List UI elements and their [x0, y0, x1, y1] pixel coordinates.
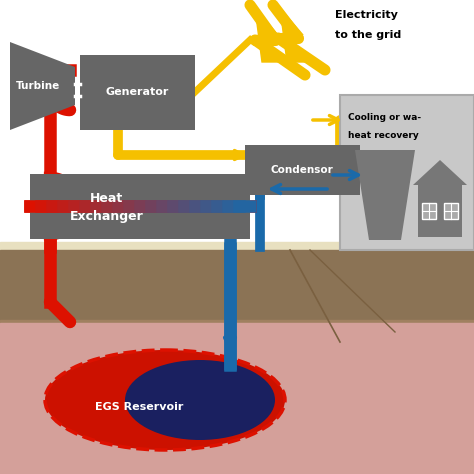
Text: Generator: Generator: [105, 87, 169, 97]
Polygon shape: [10, 42, 75, 130]
Bar: [0, 320, 474, 323]
Text: Exchanger: Exchanger: [70, 210, 144, 223]
Text: Heat: Heat: [91, 192, 124, 205]
Polygon shape: [255, 8, 282, 62]
Text: Turbine: Turbine: [16, 81, 60, 91]
Bar: [0, 323, 474, 474]
Bar: [245, 145, 360, 195]
Bar: [0, 250, 474, 320]
Bar: [422, 203, 436, 219]
Text: Electricity: Electricity: [335, 10, 398, 20]
Bar: [418, 185, 462, 237]
Ellipse shape: [125, 360, 275, 440]
Bar: [444, 203, 458, 219]
Bar: [0, 242, 474, 250]
Text: EGS Reservoir: EGS Reservoir: [95, 402, 183, 412]
Bar: [30, 174, 250, 239]
Text: to the grid: to the grid: [335, 30, 401, 40]
Text: Condensor: Condensor: [271, 165, 333, 175]
Ellipse shape: [45, 350, 285, 450]
Text: heat recovery: heat recovery: [348, 130, 419, 139]
Text: Cooling or wa-: Cooling or wa-: [348, 112, 421, 121]
Bar: [340, 95, 474, 250]
Bar: [0, 0, 474, 242]
Bar: [80, 55, 195, 130]
Polygon shape: [355, 150, 415, 240]
Polygon shape: [413, 160, 467, 185]
Polygon shape: [280, 8, 307, 62]
